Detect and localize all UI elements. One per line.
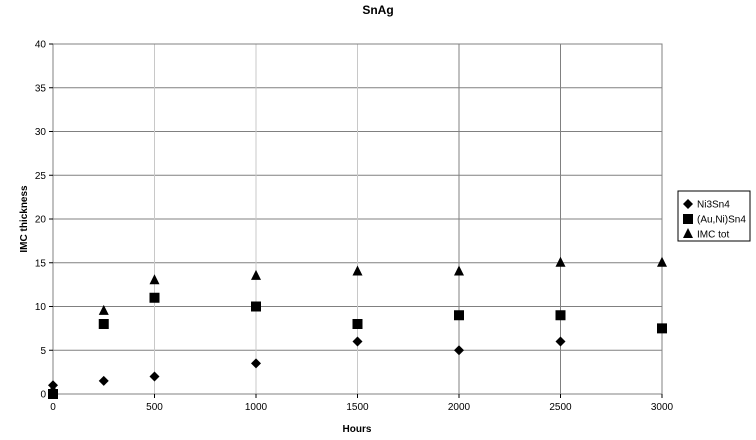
x-tick-label: 500 <box>146 402 163 413</box>
data-markers <box>48 256 667 399</box>
legend-marker-triangle <box>683 228 693 238</box>
series-0 <box>48 336 566 391</box>
x-tick-label: 0 <box>50 402 56 413</box>
y-tick-label: 20 <box>35 215 47 226</box>
data-point-triangle <box>251 269 261 280</box>
data-point-diamond <box>454 345 464 356</box>
data-point-diamond <box>555 336 566 347</box>
x-tick-label: 1000 <box>245 402 268 413</box>
y-tick-label: 30 <box>35 127 47 138</box>
y-axis-label: IMC thickness <box>19 185 30 253</box>
x-tick-label: 2500 <box>549 402 572 413</box>
series-1 <box>48 292 667 399</box>
legend-label: IMC tot <box>697 230 729 241</box>
y-tick-label: 40 <box>35 40 47 51</box>
data-point-diamond <box>251 358 261 369</box>
y-tick-label: 15 <box>35 258 47 269</box>
gridlines <box>53 43 662 394</box>
data-point-square <box>657 323 667 334</box>
data-point-square <box>555 310 566 321</box>
x-axis-label: Hours <box>343 424 372 435</box>
data-point-triangle <box>98 304 109 315</box>
data-point-diamond <box>352 336 363 347</box>
data-point-square <box>48 389 58 399</box>
data-point-square <box>149 292 160 303</box>
x-tick-label: 3000 <box>651 402 674 413</box>
x-tick-label: 1500 <box>346 402 369 413</box>
data-point-triangle <box>149 274 160 285</box>
data-point-triangle <box>657 256 667 267</box>
legend-label: (Au,Ni)Sn4 <box>697 215 746 226</box>
legend: Ni3Sn4 (Au,Ni)Sn4 IMC tot <box>677 190 751 242</box>
data-point-diamond <box>149 371 160 382</box>
data-point-square <box>251 301 261 312</box>
y-tick-label: 25 <box>35 171 47 182</box>
y-tick-label: 0 <box>40 390 46 401</box>
data-point-square <box>454 310 464 321</box>
data-point-diamond <box>98 375 109 386</box>
chart-title: SnAg <box>362 3 393 17</box>
legend-marker-square <box>683 214 693 224</box>
x-axis: 0 500 1000 1500 2000 2500 3000 <box>50 394 674 413</box>
data-point-square <box>98 319 109 329</box>
data-point-triangle <box>555 256 566 267</box>
data-point-triangle <box>352 265 363 276</box>
legend-label: Ni3Sn4 <box>697 200 730 211</box>
legend-marker-diamond <box>683 199 693 209</box>
data-point-square <box>352 319 363 329</box>
y-tick-label: 5 <box>40 346 46 357</box>
data-point-triangle <box>454 265 464 276</box>
series-2 <box>48 256 667 394</box>
data-point-triangle <box>48 383 58 394</box>
y-axis: 0 5 10 15 20 25 30 35 40 <box>35 40 53 401</box>
x-tick-label: 2000 <box>448 402 471 413</box>
y-tick-label: 35 <box>35 83 47 94</box>
y-tick-label: 10 <box>35 302 47 313</box>
